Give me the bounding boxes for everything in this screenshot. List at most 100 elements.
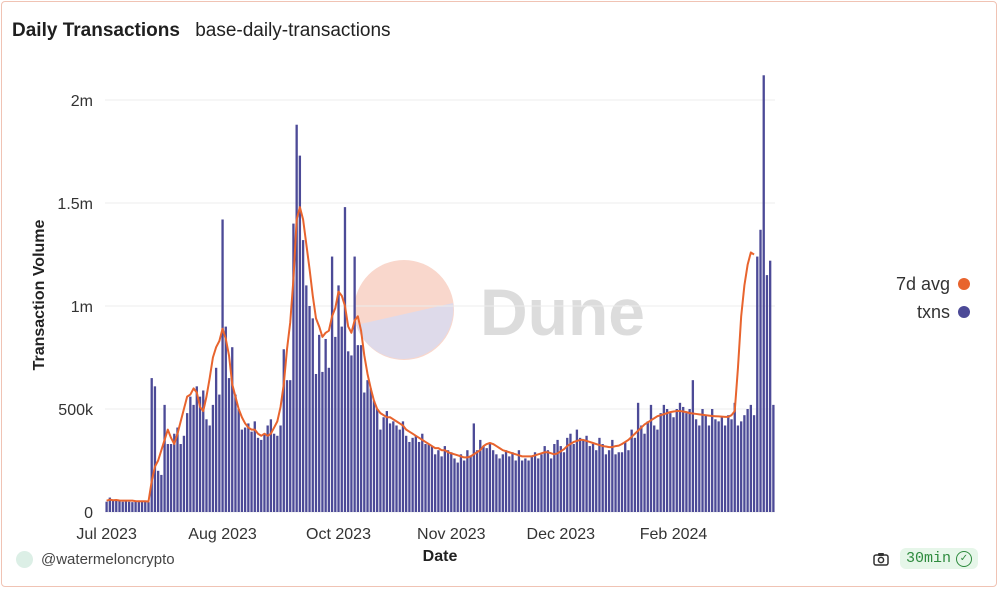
bar[interactable] (714, 419, 717, 512)
bar[interactable] (108, 497, 111, 512)
bar[interactable] (537, 458, 540, 512)
bar[interactable] (694, 419, 698, 512)
camera-icon[interactable] (872, 550, 890, 568)
bar[interactable] (430, 446, 434, 512)
bar[interactable] (688, 409, 691, 512)
bar[interactable] (717, 421, 720, 512)
bar[interactable] (495, 454, 498, 512)
bar[interactable] (752, 415, 756, 512)
bar[interactable] (408, 441, 411, 512)
bar[interactable] (749, 404, 752, 512)
bar[interactable] (140, 500, 144, 512)
bar[interactable] (662, 404, 666, 512)
bar[interactable] (746, 409, 749, 512)
bar[interactable] (665, 409, 669, 512)
bar[interactable] (649, 404, 653, 512)
bar[interactable] (566, 437, 569, 512)
bar[interactable] (669, 413, 672, 512)
bar[interactable] (231, 347, 234, 512)
bar[interactable] (221, 219, 224, 513)
bar[interactable] (517, 450, 521, 512)
bar[interactable] (305, 285, 308, 512)
bar[interactable] (691, 380, 695, 512)
bar[interactable] (559, 446, 562, 512)
bar[interactable] (479, 439, 482, 512)
bar[interactable] (395, 425, 398, 512)
bar[interactable] (466, 450, 469, 512)
bar[interactable] (276, 435, 279, 512)
bar[interactable] (653, 425, 656, 512)
bar[interactable] (588, 446, 591, 512)
bar[interactable] (128, 501, 131, 512)
bar[interactable] (369, 388, 372, 512)
bar[interactable] (636, 402, 640, 512)
bar[interactable] (160, 474, 163, 512)
bar[interactable] (727, 415, 730, 512)
bar[interactable] (698, 425, 701, 512)
avg-line[interactable] (106, 206, 755, 503)
bar[interactable] (308, 306, 311, 512)
bar[interactable] (720, 417, 724, 512)
bar[interactable] (179, 444, 182, 512)
bar[interactable] (607, 450, 611, 512)
bar[interactable] (147, 502, 150, 512)
bar[interactable] (311, 318, 314, 512)
bar[interactable] (314, 373, 318, 512)
bar[interactable] (282, 349, 285, 512)
bar[interactable] (762, 75, 765, 512)
bar[interactable] (153, 386, 157, 512)
bar[interactable] (324, 338, 327, 512)
bar[interactable] (595, 450, 598, 512)
bar[interactable] (327, 367, 331, 512)
bar[interactable] (469, 456, 472, 512)
bar[interactable] (337, 285, 340, 512)
bar[interactable] (150, 378, 153, 512)
bar[interactable] (598, 437, 601, 512)
bar[interactable] (398, 429, 401, 512)
bar[interactable] (630, 429, 633, 512)
bar[interactable] (440, 456, 443, 512)
bar[interactable] (711, 409, 714, 512)
bar[interactable] (353, 256, 356, 512)
bar[interactable] (192, 404, 195, 512)
bar[interactable] (682, 406, 685, 512)
bar[interactable] (214, 367, 218, 512)
bar[interactable] (421, 433, 424, 512)
bar[interactable] (237, 409, 240, 512)
bar[interactable] (485, 448, 488, 512)
bar[interactable] (382, 417, 385, 512)
bar[interactable] (578, 437, 582, 512)
bar[interactable] (543, 446, 546, 512)
bar[interactable] (527, 460, 530, 513)
bar[interactable] (411, 437, 414, 512)
bar[interactable] (740, 421, 743, 512)
bar[interactable] (218, 394, 221, 512)
bar[interactable] (524, 458, 527, 512)
bar[interactable] (379, 429, 382, 512)
bar[interactable] (733, 402, 736, 512)
bar[interactable] (656, 429, 659, 512)
bar[interactable] (546, 450, 550, 512)
bar[interactable] (672, 417, 675, 512)
bar[interactable] (765, 275, 769, 512)
bar[interactable] (488, 444, 492, 512)
bar[interactable] (169, 444, 173, 512)
bar[interactable] (427, 444, 430, 512)
bar[interactable] (173, 433, 176, 512)
bar[interactable] (511, 452, 514, 512)
bar[interactable] (343, 207, 347, 512)
bar[interactable] (356, 345, 360, 512)
bar[interactable] (185, 413, 189, 512)
bar[interactable] (504, 450, 508, 512)
bar[interactable] (640, 425, 643, 512)
bar[interactable] (604, 454, 608, 512)
bar[interactable] (723, 425, 727, 512)
bar[interactable] (736, 425, 740, 512)
bar[interactable] (482, 446, 485, 512)
bar[interactable] (701, 409, 704, 512)
bar[interactable] (189, 396, 192, 512)
refresh-badge[interactable]: 30min ✓ (899, 548, 978, 569)
bar[interactable] (318, 334, 321, 512)
bar[interactable] (520, 460, 524, 513)
bar[interactable] (456, 462, 459, 512)
